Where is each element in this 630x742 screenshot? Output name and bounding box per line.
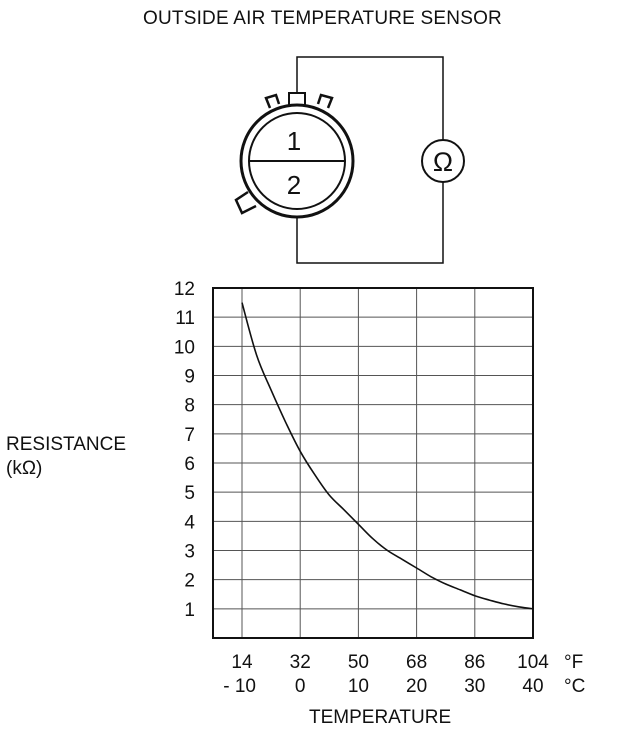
y-tick-label: 11: [175, 308, 195, 329]
x-axis-ticks-fahrenheit: 14 32 50 68 86 104: [231, 652, 549, 673]
grid-horizontal: [213, 287, 533, 610]
pin-2-label: 2: [287, 170, 301, 200]
x-tick-label-fahrenheit: 104: [517, 652, 549, 673]
x-tick-label-fahrenheit: 86: [464, 652, 485, 673]
x-tick-label-celsius: 40: [522, 676, 543, 697]
plot-frame: [212, 287, 534, 639]
x-tick-label-fahrenheit: 32: [290, 652, 311, 673]
x-tick-label-celsius: 0: [295, 676, 306, 697]
y-axis-unit: (kΩ): [6, 458, 43, 479]
pin-1-label: 1: [287, 126, 301, 156]
y-tick-label: 4: [184, 512, 195, 533]
connector: 1 2: [234, 92, 355, 219]
ohmmeter-symbol: Ω: [433, 147, 453, 177]
x-axis-label: TEMPERATURE: [309, 707, 452, 728]
y-tick-label: 7: [184, 425, 195, 446]
x-axis-ticks-celsius: - 10 0 10 20 30 40: [223, 676, 543, 697]
y-tick-label: 3: [184, 542, 195, 563]
y-tick-label: 6: [184, 454, 195, 475]
unit-celsius: °C: [564, 676, 585, 697]
page-title: OUTSIDE AIR TEMPERATURE SENSOR: [143, 8, 502, 29]
lead-terminal-2: [296, 182, 444, 264]
y-tick-label: 10: [174, 337, 195, 358]
y-tick-label: 9: [184, 367, 195, 388]
connector-latch: [234, 190, 257, 215]
lead-terminal-1: [296, 56, 444, 140]
y-axis-label: RESISTANCE: [6, 434, 127, 455]
y-tick-label: 8: [184, 396, 195, 417]
connector-tab-left: [264, 93, 281, 109]
ohmmeter-icon: Ω: [421, 139, 465, 183]
y-tick-label: 5: [184, 483, 195, 504]
unit-fahrenheit: °F: [564, 652, 583, 673]
y-tick-label: 2: [184, 571, 195, 592]
y-tick-label: 1: [184, 600, 195, 621]
x-tick-label-fahrenheit: 14: [231, 652, 253, 673]
x-tick-label-celsius: - 10: [223, 676, 256, 697]
test-leads: [296, 56, 444, 264]
ohmmeter-body: [421, 139, 465, 183]
x-tick-label-celsius: 10: [348, 676, 369, 697]
x-tick-label-fahrenheit: 50: [348, 652, 369, 673]
x-tick-label-celsius: 20: [406, 676, 427, 697]
x-tick-label-celsius: 30: [464, 676, 485, 697]
y-tick-label: 12: [174, 279, 195, 300]
x-tick-label-fahrenheit: 68: [406, 652, 427, 673]
connector-tab-right: [316, 93, 334, 109]
resistance-curve: [241, 302, 534, 610]
